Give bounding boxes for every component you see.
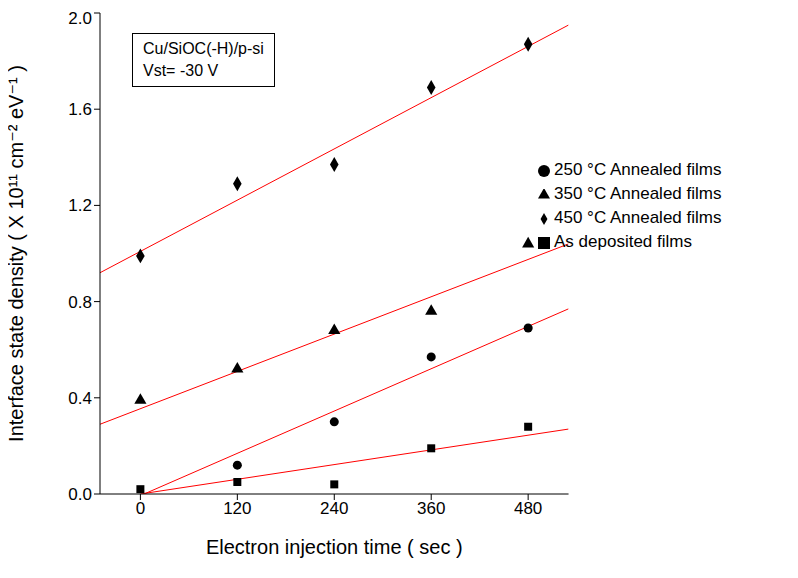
svg-text:2.0: 2.0 [68, 9, 92, 28]
svg-text:1.6: 1.6 [68, 100, 92, 119]
svg-text:120: 120 [223, 499, 251, 518]
svg-text:0.4: 0.4 [68, 389, 92, 408]
html-text:450 °C Annealed films: 450 °C Annealed films [554, 208, 722, 227]
svg-text:480: 480 [514, 499, 542, 518]
svg-text:360: 360 [417, 499, 445, 518]
html-text:250 °C Annealed films: 250 °C Annealed films [554, 160, 722, 179]
html-text:Cu/SiOC(-H)/p-si: Cu/SiOC(-H)/p-si [143, 40, 264, 57]
svg-text:Electron injection time ( sec: Electron injection time ( sec ) [206, 536, 463, 558]
svg-text:Interface state density ( X 10: Interface state density ( X 10¹¹ cm⁻² eV… [8, 65, 27, 442]
svg-text:1.2: 1.2 [68, 196, 92, 215]
svg-text:0.8: 0.8 [68, 293, 92, 312]
html-text:As deposited films: As deposited films [554, 232, 692, 251]
svg-text:0.0: 0.0 [68, 485, 92, 504]
svg-text:0: 0 [136, 499, 145, 518]
svg-text:240: 240 [320, 499, 348, 518]
html-text:Vst= -30 V: Vst= -30 V [143, 62, 219, 79]
html-text:350 °C Annealed films: 350 °C Annealed films [554, 184, 722, 203]
